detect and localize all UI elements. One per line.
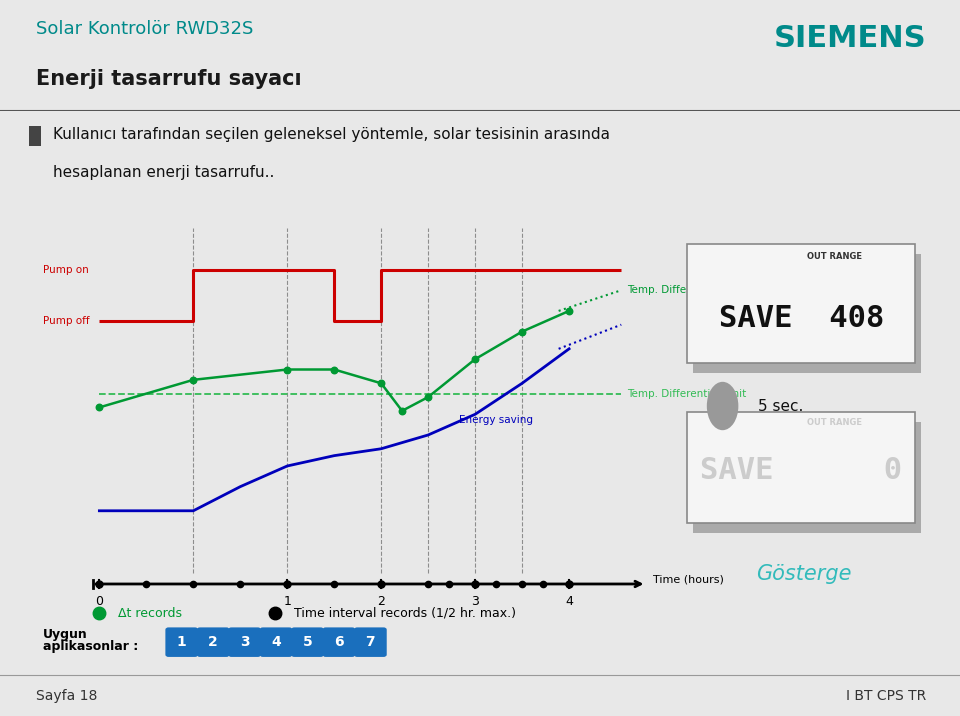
Text: SAVE      0: SAVE 0 bbox=[701, 456, 902, 485]
Point bbox=[326, 364, 342, 375]
Text: 2: 2 bbox=[377, 595, 385, 608]
Text: Uygun: Uygun bbox=[43, 628, 87, 641]
Text: Solar Kontrolör RWD32S: Solar Kontrolör RWD32S bbox=[36, 20, 253, 38]
Point bbox=[185, 374, 201, 385]
Text: Enerji tasarrufu sayacı: Enerji tasarrufu sayacı bbox=[36, 69, 302, 89]
FancyBboxPatch shape bbox=[323, 627, 355, 657]
FancyBboxPatch shape bbox=[354, 627, 387, 657]
Text: Time (hours): Time (hours) bbox=[653, 574, 724, 584]
Text: 1: 1 bbox=[283, 595, 291, 608]
Text: 3: 3 bbox=[240, 635, 250, 649]
Text: Gösterge: Gösterge bbox=[756, 563, 852, 584]
Text: 5: 5 bbox=[302, 635, 312, 649]
FancyBboxPatch shape bbox=[197, 627, 229, 657]
Bar bbox=[693, 254, 921, 373]
Text: Pump off: Pump off bbox=[43, 316, 89, 326]
Text: Sayfa 18: Sayfa 18 bbox=[36, 690, 98, 703]
Text: Δt records: Δt records bbox=[118, 606, 182, 619]
Text: Energy saving: Energy saving bbox=[460, 415, 534, 425]
Text: SAVE  408: SAVE 408 bbox=[719, 304, 884, 333]
Text: 5 sec.: 5 sec. bbox=[758, 399, 804, 414]
Text: 3: 3 bbox=[471, 595, 479, 608]
Point bbox=[373, 377, 389, 389]
Bar bbox=[693, 422, 921, 533]
FancyBboxPatch shape bbox=[260, 627, 293, 657]
Text: 4: 4 bbox=[271, 635, 281, 649]
Point bbox=[279, 364, 295, 375]
Point bbox=[515, 326, 530, 337]
Text: hesaplanan enerji tasarrufu..: hesaplanan enerji tasarrufu.. bbox=[53, 165, 275, 180]
FancyBboxPatch shape bbox=[228, 627, 261, 657]
Text: Pump on: Pump on bbox=[43, 265, 88, 274]
Text: Time interval records (1/2 hr. max.): Time interval records (1/2 hr. max.) bbox=[295, 606, 516, 619]
Text: Temp. Differential limit: Temp. Differential limit bbox=[628, 389, 747, 399]
Text: 7: 7 bbox=[366, 635, 375, 649]
FancyBboxPatch shape bbox=[291, 627, 324, 657]
Text: Kullanıcı tarafından seçilen geleneksel yöntemle, solar tesisinin arasında: Kullanıcı tarafından seçilen geleneksel … bbox=[53, 127, 610, 142]
Text: aplikasonlar :: aplikasonlar : bbox=[43, 640, 138, 653]
Text: 4: 4 bbox=[565, 595, 573, 608]
Point bbox=[395, 405, 410, 417]
Text: OUT RANGE: OUT RANGE bbox=[807, 252, 862, 261]
Text: 1: 1 bbox=[177, 635, 186, 649]
Text: 0: 0 bbox=[95, 595, 104, 608]
Point bbox=[92, 402, 108, 413]
Text: 2: 2 bbox=[208, 635, 218, 649]
Text: Temp. Differential: Temp. Differential bbox=[628, 285, 720, 295]
Text: I BT CPS TR: I BT CPS TR bbox=[846, 690, 926, 703]
Circle shape bbox=[707, 382, 738, 430]
Point bbox=[420, 392, 436, 403]
Bar bbox=[29, 126, 41, 146]
Text: SIEMENS: SIEMENS bbox=[774, 24, 926, 54]
Bar bbox=[687, 412, 915, 523]
FancyBboxPatch shape bbox=[165, 627, 198, 657]
Bar bbox=[687, 244, 915, 363]
Text: OUT RANGE: OUT RANGE bbox=[807, 418, 862, 427]
Point bbox=[468, 354, 483, 365]
Text: 6: 6 bbox=[334, 635, 344, 649]
Point bbox=[562, 305, 577, 316]
